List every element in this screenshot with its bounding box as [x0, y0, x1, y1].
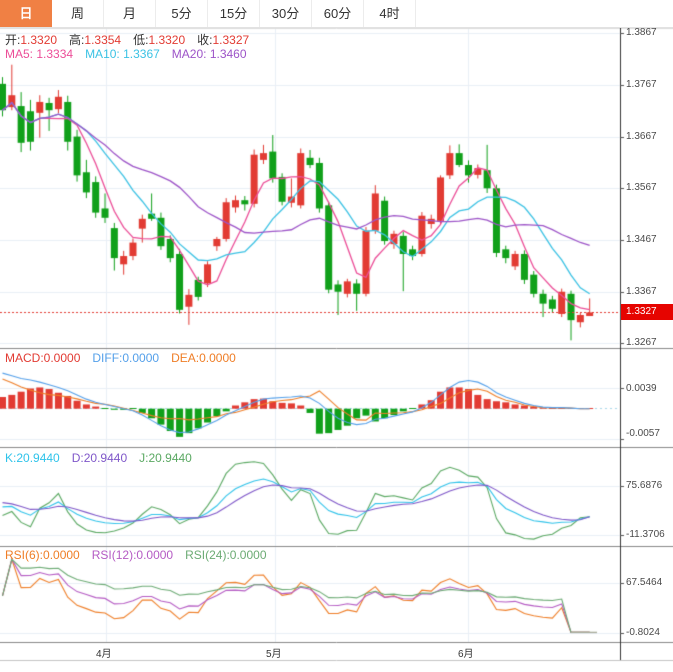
macd-axis-label: -0.0057	[626, 428, 660, 439]
month-label-may: 5月	[266, 649, 282, 660]
ma5-value: MA5: 1.3334	[5, 47, 74, 61]
high-value: 高:1.3354	[69, 33, 122, 47]
tab-4hour[interactable]: 4时	[364, 0, 416, 27]
kdj-readout: K:20.9440 D:20.9440 J:20.9440	[5, 451, 192, 465]
rsi12-value: RSI(12):0.0000	[91, 548, 174, 562]
kdj-axis-label: 75.6876	[626, 480, 663, 491]
rsi-axis-label: 67.5464	[626, 577, 663, 588]
low-value: 低:1.3320	[133, 33, 186, 47]
period-toolbar: 日 周 月 5分 15分 30分 60分 4时	[0, 0, 673, 28]
macd-value: MACD:0.0000	[5, 351, 81, 365]
rsi-axis-label: -0.8024	[626, 627, 660, 638]
dea-value: DEA:0.0000	[171, 351, 236, 365]
k-value: K:20.9440	[5, 451, 60, 465]
diff-value: DIFF:0.0000	[92, 351, 160, 365]
ma20-value: MA20: 1.3460	[171, 47, 247, 61]
rsi6-value: RSI(6):0.0000	[5, 548, 80, 562]
price-axis-label: 1.3567	[626, 182, 657, 194]
price-axis-label: 1.3767	[626, 78, 657, 90]
month-label-april: 4月	[96, 649, 112, 660]
price-axis-label: 1.3867	[626, 27, 657, 39]
tab-60min[interactable]: 60分	[312, 0, 364, 27]
j-value: J:20.9440	[139, 451, 192, 465]
macd-readout: MACD:0.0000 DIFF:0.0000 DEA:0.0000	[5, 351, 236, 365]
open-value: 开:1.3320	[5, 33, 58, 47]
price-axis-label: 1.3667	[626, 130, 657, 142]
price-axis-label: 1.3367	[626, 285, 657, 297]
tab-day[interactable]: 日	[0, 0, 52, 27]
close-value: 收:1.3327	[197, 33, 250, 47]
ma-readout: MA5: 1.3334 MA10: 1.3367 MA20: 1.3460	[5, 47, 247, 61]
d-value: D:20.9440	[71, 451, 128, 465]
month-label-june: 6月	[458, 649, 474, 660]
tab-15min[interactable]: 15分	[208, 0, 260, 27]
price-axis-label: 1.3267	[626, 337, 657, 349]
price-axis-label: 1.3467	[626, 234, 657, 245]
last-price-badge: 1.3327	[621, 304, 673, 320]
tab-month[interactable]: 月	[104, 0, 156, 27]
tab-30min[interactable]: 30分	[260, 0, 312, 27]
rsi-readout: RSI(6):0.0000 RSI(12):0.0000 RSI(24):0.0…	[5, 548, 267, 562]
macd-axis-label: 0.0039	[626, 383, 657, 394]
tab-week[interactable]: 周	[52, 0, 104, 27]
kdj-axis-label: -11.3706	[626, 529, 665, 540]
ohlc-readout: 开:1.3320 高:1.3354 低:1.3320 收:1.3327	[5, 31, 249, 48]
tab-5min[interactable]: 5分	[156, 0, 208, 27]
ma10-value: MA10: 1.3367	[85, 47, 160, 61]
rsi24-value: RSI(24):0.0000	[185, 548, 267, 562]
